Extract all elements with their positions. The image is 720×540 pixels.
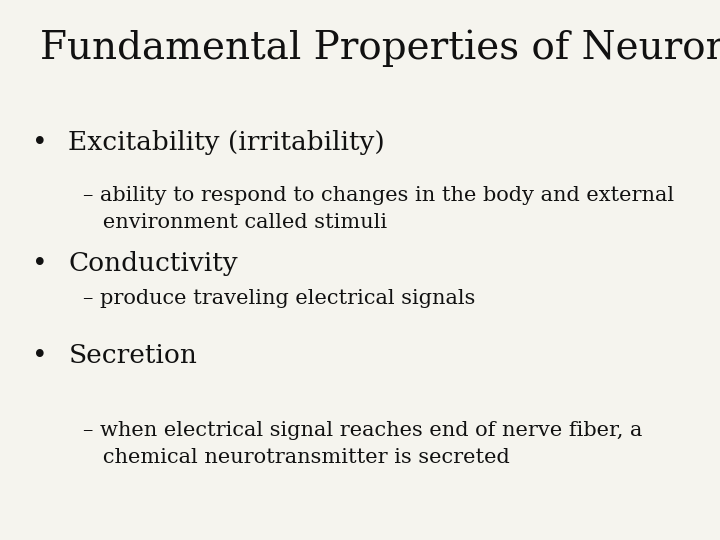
Text: Conductivity: Conductivity	[68, 251, 238, 276]
Text: •: •	[32, 130, 48, 154]
Text: Secretion: Secretion	[68, 343, 197, 368]
Text: Excitability (irritability): Excitability (irritability)	[68, 130, 385, 154]
Text: – when electrical signal reaches end of nerve fiber, a
   chemical neurotransmit: – when electrical signal reaches end of …	[83, 421, 642, 467]
Text: •: •	[32, 343, 48, 368]
Text: – produce traveling electrical signals: – produce traveling electrical signals	[83, 289, 475, 308]
Text: – ability to respond to changes in the body and external
   environment called s: – ability to respond to changes in the b…	[83, 186, 674, 232]
Text: •: •	[32, 251, 48, 276]
Text: Fundamental Properties of Neurons: Fundamental Properties of Neurons	[40, 30, 720, 67]
